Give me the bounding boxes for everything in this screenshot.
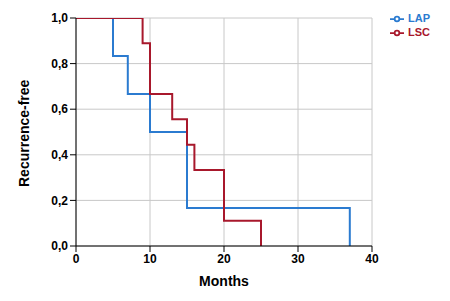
svg-text:0,6: 0,6 — [51, 102, 68, 116]
svg-text:40: 40 — [365, 252, 379, 266]
svg-text:20: 20 — [217, 252, 231, 266]
svg-text:0: 0 — [73, 252, 80, 266]
svg-text:0,8: 0,8 — [51, 57, 68, 71]
svg-text:Months: Months — [199, 273, 249, 289]
html-text:LSC: LSC — [408, 26, 430, 39]
svg-text:10: 10 — [143, 252, 157, 266]
svg-text:0,0: 0,0 — [51, 239, 68, 253]
html-text:LAP: LAP — [408, 12, 430, 24]
svg-text:0,4: 0,4 — [51, 148, 68, 162]
svg-text:0,2: 0,2 — [51, 194, 68, 208]
svg-text:Recurrence-free: Recurrence-free — [16, 79, 32, 187]
svg-text:30: 30 — [291, 252, 305, 266]
svg-text:1,0: 1,0 — [51, 11, 68, 25]
